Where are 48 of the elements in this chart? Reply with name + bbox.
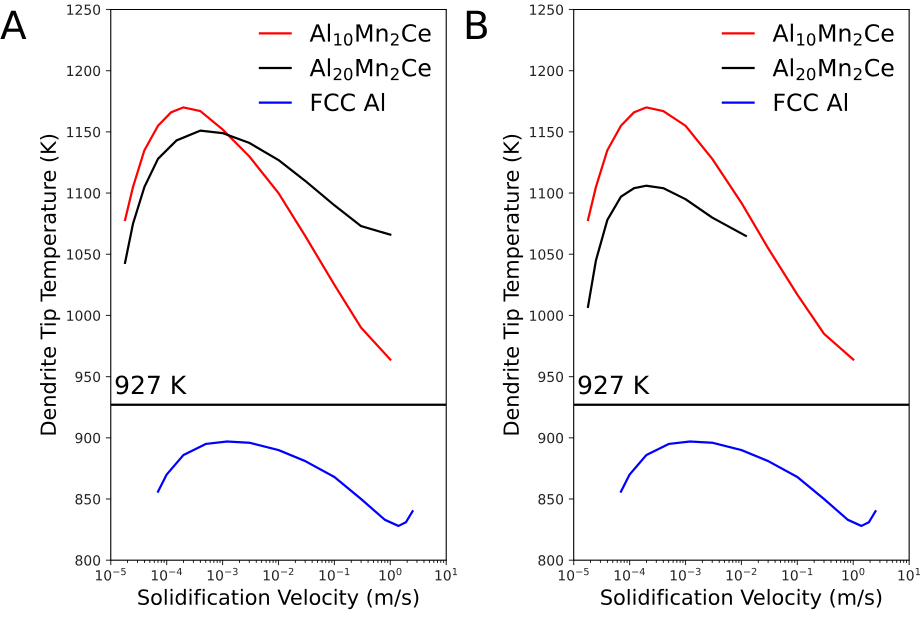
y-tick-label: 850 <box>75 494 100 504</box>
y-tick-label: 1150 <box>530 126 564 138</box>
legend-label: Al$_{20}$Mn$_{2}$Ce <box>772 58 894 80</box>
y-tick-label: 1000 <box>67 310 100 321</box>
x-tick-label: 10$^{−3}$ <box>670 568 701 581</box>
x-tick-label: 10$^{−2}$ <box>726 568 756 581</box>
legend-label: FCC Al <box>312 92 384 112</box>
y-tick-label: 1000 <box>530 310 564 321</box>
y-tick-label: 950 <box>75 372 100 382</box>
y-tick-label: 1050 <box>530 249 564 260</box>
y-tick-label: 800 <box>538 555 564 566</box>
legend-label: Al$_{10}$Mn$_{2}$Ce <box>772 24 894 46</box>
y-tick-label: 1050 <box>67 249 100 260</box>
legend-label: FCC Al <box>774 92 848 112</box>
x-tick-label: 10$^{1}$ <box>898 568 920 581</box>
x-tick-label: 10$^{0}$ <box>380 568 402 581</box>
y-tick-label: 1100 <box>67 188 100 199</box>
chart-title: A <box>0 10 26 40</box>
legend-label: Al$_{20}$Mn$_{2}$Ce <box>310 58 431 80</box>
x-tick-label: 10$^{−1}$ <box>782 568 812 581</box>
x-tick-label: 10$^{−3}$ <box>208 568 238 581</box>
y-tick-label: 800 <box>75 555 100 566</box>
y-tick-label: 1250 <box>67 4 100 15</box>
y-axis-title: Dendrite Tip Temperature (K) <box>40 134 60 435</box>
ref-line-label: 927 K <box>578 375 650 394</box>
legend-label: Al$_{10}$Mn$_{2}$Ce <box>310 24 431 46</box>
y-tick-label: 900 <box>538 432 564 444</box>
x-tick-label: 10$^{−5}$ <box>558 568 589 581</box>
x-tick-label: 10$^{0}$ <box>842 568 864 581</box>
y-tick-label: 1150 <box>67 126 100 138</box>
x-tick-label: 10$^{−5}$ <box>96 568 126 581</box>
y-tick-label: 850 <box>538 494 564 504</box>
x-tick-label: 10$^{−1}$ <box>320 568 350 581</box>
y-tick-label: 1200 <box>67 66 100 76</box>
y-axis-title: Dendrite Tip Temperature (K) <box>502 134 524 435</box>
chart-title: B <box>466 10 487 40</box>
ref-line-label: 927 K <box>116 375 187 394</box>
x-axis-title: Solidification Velocity (m/s) <box>138 588 418 610</box>
x-axis-title: Solidification Velocity (m/s) <box>601 588 882 610</box>
x-tick-label: 10$^{−4}$ <box>152 568 182 581</box>
y-tick-label: 950 <box>538 372 564 382</box>
y-tick-label: 1200 <box>530 66 564 76</box>
y-tick-label: 1100 <box>530 188 564 199</box>
y-tick-label: 1250 <box>530 4 564 15</box>
x-tick-label: 10$^{−4}$ <box>614 568 645 581</box>
y-tick-label: 900 <box>75 432 100 444</box>
x-tick-label: 10$^{−2}$ <box>264 568 294 581</box>
x-tick-label: 10$^{1}$ <box>436 568 458 581</box>
